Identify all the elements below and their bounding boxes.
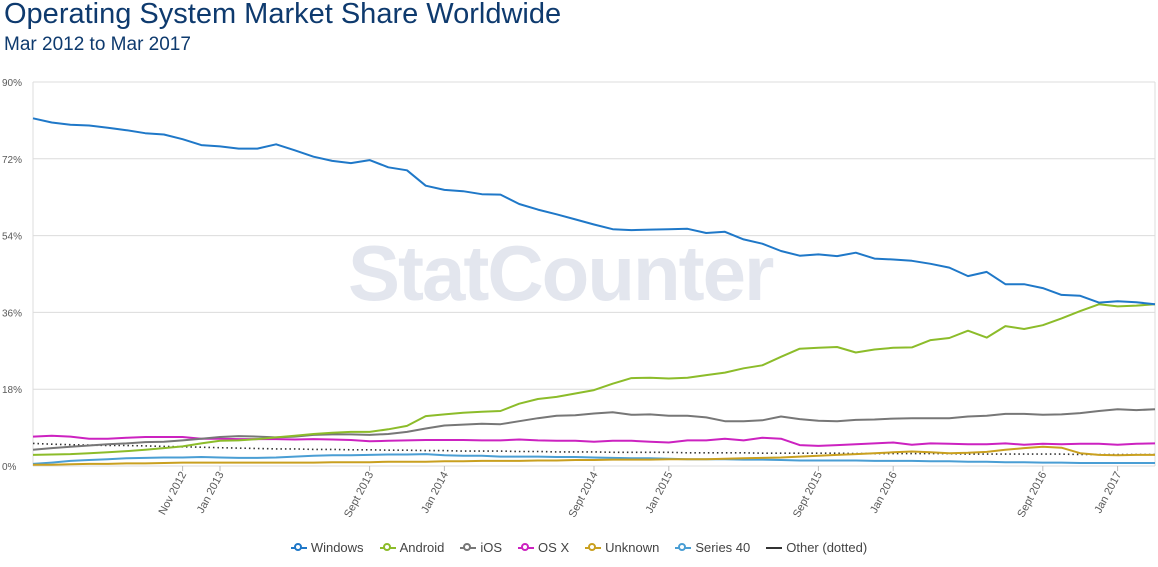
y-tick-label: 0% xyxy=(2,462,17,473)
series-line-unknown xyxy=(33,445,1155,466)
series-line-ios xyxy=(32,408,1156,451)
legend-item-series-40[interactable]: Series 40 xyxy=(675,540,750,555)
legend-item-ios[interactable]: iOS xyxy=(460,540,502,555)
y-tick-label: 18% xyxy=(2,385,22,396)
x-tick-label: Jan 2015 xyxy=(644,470,676,516)
legend-item-other-dotted[interactable]: Other (dotted) xyxy=(766,540,867,555)
series-line-android xyxy=(32,303,1156,456)
x-tick-label: Jan 2013 xyxy=(195,470,227,516)
legend-label: iOS xyxy=(480,540,503,555)
legend-item-android[interactable]: Android xyxy=(379,540,445,555)
x-tick-label: Sept 2014 xyxy=(567,470,601,520)
y-axis: 0% 18% 36% 54% 72% 90% xyxy=(2,78,22,473)
x-tick-label: Sept 2015 xyxy=(791,470,825,520)
series-lines xyxy=(32,117,1156,466)
line-chart: StatCounter 0%18%36%54%72%90% Nov 2012 Ja… xyxy=(2,78,1156,520)
y-tick-label: 36% xyxy=(2,308,22,319)
series-line-windows xyxy=(32,117,1156,306)
legend-item-unknown[interactable]: Unknown xyxy=(585,540,659,555)
legend-label: Series 40 xyxy=(695,540,751,555)
series-line-os-x xyxy=(32,434,1156,447)
legend-marker-icon xyxy=(766,542,783,554)
legend-label: Android xyxy=(399,540,445,555)
y-tick-label: 72% xyxy=(2,155,22,166)
legend-marker-icon xyxy=(585,542,602,554)
chart-subtitle: Mar 2012 to Mar 2017 xyxy=(4,34,191,55)
legend-marker-icon xyxy=(290,542,307,554)
x-tick-label: Jan 2014 xyxy=(419,470,451,516)
legend-marker-icon xyxy=(675,542,692,554)
legend-label: OS X xyxy=(538,540,570,555)
chart-legend: Windows Android iOS OS X Unknown Series 40 Oth… xyxy=(0,540,1158,555)
legend-label: Other (dotted) xyxy=(786,540,868,555)
legend-label: Windows xyxy=(310,540,364,555)
legend-marker-icon xyxy=(518,542,535,554)
legend-marker-icon xyxy=(460,542,477,554)
legend-marker-icon xyxy=(379,542,396,554)
legend-item-windows[interactable]: Windows xyxy=(290,540,364,555)
series-line-series-40 xyxy=(32,453,1155,465)
x-tick-label: Jan 2017 xyxy=(1092,470,1124,516)
legend-item-os-x[interactable]: OS X xyxy=(518,540,569,555)
x-tick-label: Sept 2013 xyxy=(342,470,376,520)
y-tick-label: 90% xyxy=(2,78,22,89)
chart-title: Operating System Market Share Worldwide xyxy=(4,0,562,30)
x-tick-label: Jan 2016 xyxy=(868,470,900,516)
statcounter-watermark: StatCounter xyxy=(348,229,774,317)
legend-label: Unknown xyxy=(605,540,660,555)
x-tick-label: Sept 2016 xyxy=(1015,470,1049,520)
y-tick-label: 54% xyxy=(2,232,22,243)
x-axis: Nov 2012 Jan 2013 Sept 2013 Jan 2014 Sept 20… xyxy=(157,466,1124,520)
x-tick-label: Nov 2012 xyxy=(157,470,190,517)
